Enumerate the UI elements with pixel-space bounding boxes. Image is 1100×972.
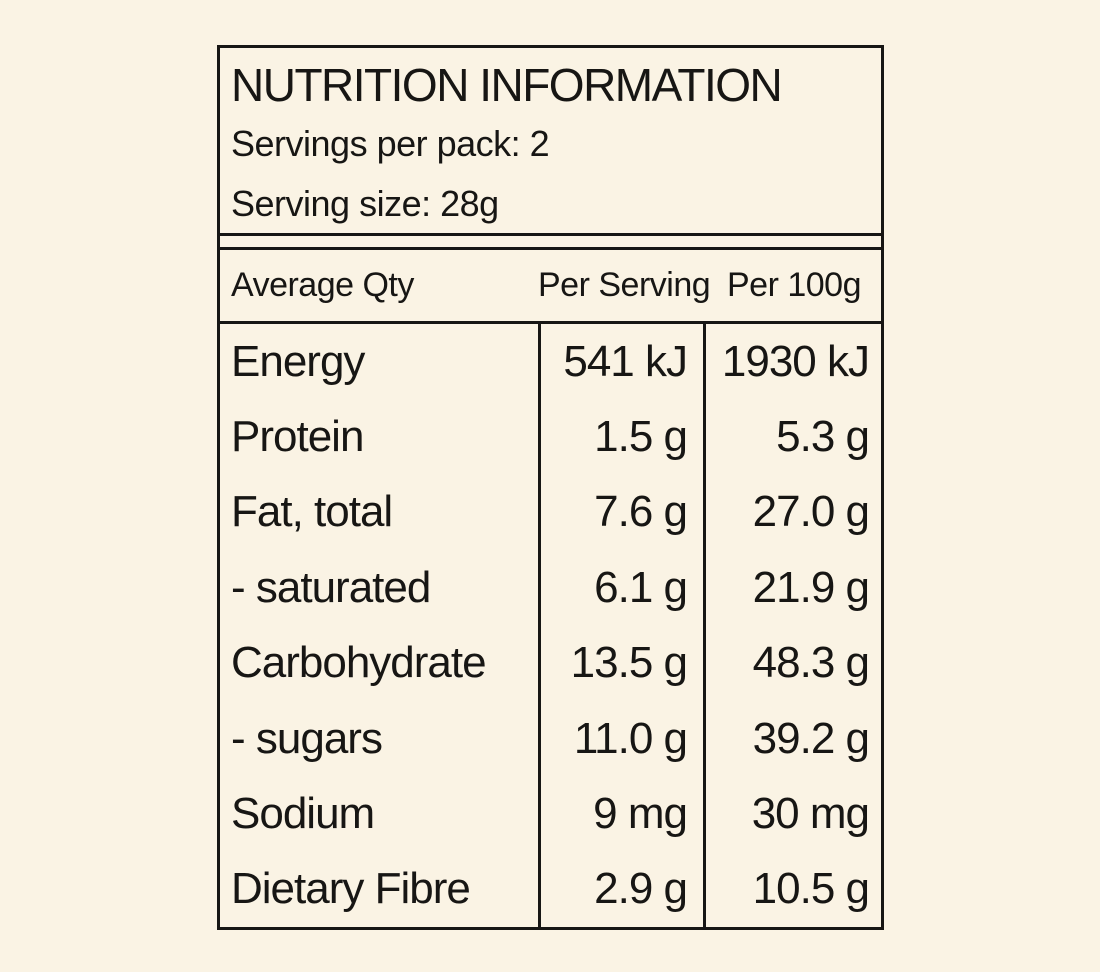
per-serving-value: 2.9 g — [538, 851, 703, 927]
per-100g-value: 27.0 g — [703, 474, 881, 551]
servings-per-pack: Servings per pack: 2 — [231, 123, 550, 164]
per-serving-value: 7.6 g — [538, 474, 703, 551]
separator-gap — [220, 236, 881, 247]
column-header-row: Average Qty Per Serving Per 100g — [220, 247, 881, 324]
serving-size: Serving size: 28g — [231, 183, 499, 224]
header-per-100g: Per 100g — [727, 266, 862, 304]
per-100g-value: 30 mg — [703, 776, 881, 852]
nutrient-name: - sugars — [231, 713, 383, 763]
nutrient-name: Dietary Fibre — [231, 864, 471, 914]
label-title-section: NUTRITION INFORMATION Servings per pack:… — [220, 48, 881, 236]
per-100g-value: 39.2 g — [703, 700, 881, 777]
per-serving-value: 6.1 g — [538, 550, 703, 626]
per-100g-value: 48.3 g — [703, 625, 881, 701]
per-serving-value: 541 kJ — [538, 324, 703, 400]
nutrient-table: Energy 541 kJ 1930 kJ Protein 1.5 g 5.3 … — [220, 324, 881, 927]
nutrient-name: Protein — [231, 412, 364, 462]
per-100g-value: 21.9 g — [703, 550, 881, 626]
label-title: NUTRITION INFORMATION — [231, 59, 783, 111]
nutrient-name: Energy — [231, 336, 365, 386]
nutrient-name: - saturated — [231, 562, 431, 612]
per-100g-value: 1930 kJ — [703, 324, 881, 400]
per-serving-value: 1.5 g — [538, 399, 703, 475]
per-100g-value: 10.5 g — [703, 851, 881, 927]
per-100g-value: 5.3 g — [703, 399, 881, 475]
nutrient-name: Sodium — [231, 788, 375, 838]
header-average-qty: Average Qty — [231, 266, 414, 304]
per-serving-value: 9 mg — [538, 776, 703, 852]
header-per-serving: Per Serving — [538, 266, 711, 304]
nutrient-name: Carbohydrate — [231, 638, 487, 688]
per-serving-value: 11.0 g — [538, 700, 703, 777]
nutrition-label: NUTRITION INFORMATION Servings per pack:… — [217, 45, 884, 930]
per-serving-value: 13.5 g — [538, 625, 703, 701]
nutrient-name: Fat, total — [231, 487, 393, 537]
